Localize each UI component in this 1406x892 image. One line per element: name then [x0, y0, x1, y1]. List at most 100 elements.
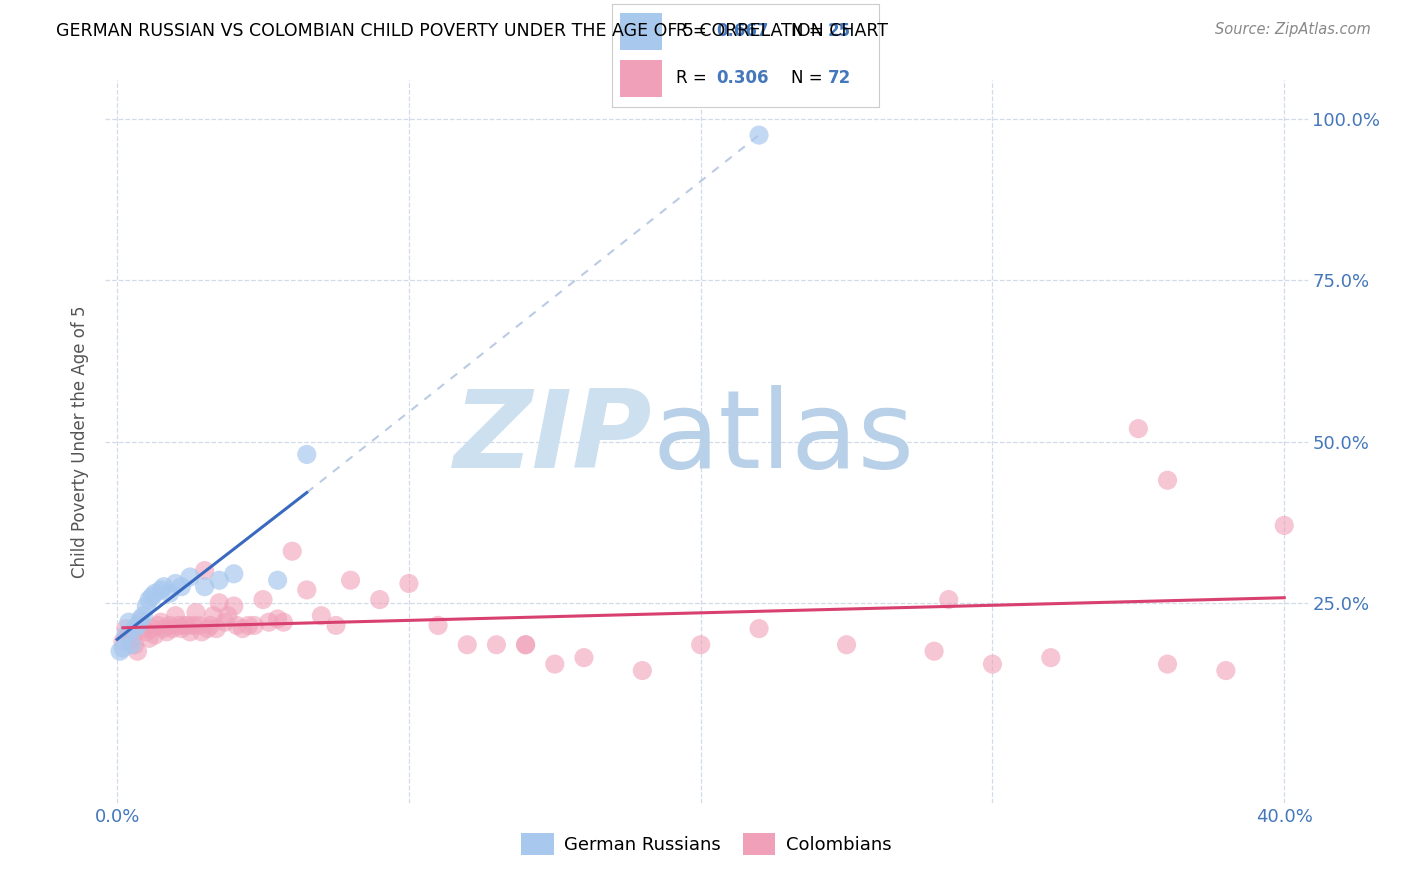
- Text: ZIP: ZIP: [454, 385, 652, 491]
- Point: [179, 570, 201, 584]
- Point: [170, 622, 193, 636]
- Point: [1039, 650, 1062, 665]
- Point: [153, 580, 176, 594]
- Point: [115, 622, 138, 636]
- Point: [938, 592, 960, 607]
- Point: [111, 640, 134, 655]
- Point: [118, 615, 141, 630]
- Text: 25: 25: [828, 22, 851, 40]
- Text: Source: ZipAtlas.com: Source: ZipAtlas.com: [1215, 22, 1371, 37]
- Point: [156, 624, 179, 639]
- Point: [243, 618, 266, 632]
- Text: atlas: atlas: [652, 385, 914, 491]
- Point: [368, 592, 391, 607]
- Point: [1128, 422, 1150, 436]
- Point: [132, 622, 155, 636]
- Point: [232, 622, 254, 636]
- Point: [143, 628, 166, 642]
- Text: R =: R =: [676, 22, 711, 40]
- Point: [187, 618, 209, 632]
- FancyBboxPatch shape: [620, 60, 662, 96]
- Point: [176, 618, 198, 632]
- Point: [181, 618, 204, 632]
- Point: [214, 615, 236, 630]
- Point: [118, 628, 141, 642]
- Point: [325, 618, 347, 632]
- Point: [1156, 473, 1178, 487]
- Text: 72: 72: [828, 70, 851, 87]
- Point: [129, 615, 152, 630]
- Point: [202, 608, 225, 623]
- Point: [132, 608, 155, 623]
- Point: [146, 618, 169, 632]
- Point: [149, 582, 172, 597]
- Point: [129, 612, 152, 626]
- Point: [238, 618, 260, 632]
- Point: [159, 618, 181, 632]
- Point: [205, 622, 228, 636]
- Point: [124, 638, 146, 652]
- Point: [257, 615, 280, 630]
- Point: [115, 628, 138, 642]
- Point: [281, 544, 304, 558]
- Point: [194, 564, 217, 578]
- Point: [1272, 518, 1295, 533]
- Point: [1215, 664, 1237, 678]
- Point: [190, 624, 212, 639]
- Point: [222, 599, 245, 613]
- Point: [835, 638, 858, 652]
- Point: [165, 608, 187, 623]
- Point: [572, 650, 595, 665]
- Point: [124, 622, 146, 636]
- Point: [162, 622, 184, 636]
- Point: [515, 638, 537, 652]
- Point: [143, 586, 166, 600]
- Point: [138, 632, 160, 646]
- Point: [339, 573, 361, 587]
- Point: [153, 622, 176, 636]
- Point: [121, 632, 143, 646]
- Point: [141, 590, 163, 604]
- Point: [200, 618, 222, 632]
- Text: N =: N =: [790, 22, 828, 40]
- Point: [1156, 657, 1178, 672]
- Point: [266, 612, 288, 626]
- Point: [135, 624, 157, 639]
- Point: [295, 582, 318, 597]
- Point: [689, 638, 711, 652]
- Point: [217, 608, 239, 623]
- Point: [167, 618, 190, 632]
- Point: [398, 576, 420, 591]
- Point: [208, 596, 231, 610]
- Text: R =: R =: [676, 70, 711, 87]
- Point: [273, 615, 295, 630]
- Point: [138, 592, 160, 607]
- Point: [127, 618, 149, 632]
- Point: [266, 573, 288, 587]
- Point: [184, 606, 207, 620]
- Point: [149, 615, 172, 630]
- Point: [208, 573, 231, 587]
- Text: N =: N =: [790, 70, 828, 87]
- Point: [127, 644, 149, 658]
- Point: [544, 657, 567, 672]
- Point: [141, 622, 163, 636]
- Point: [159, 586, 181, 600]
- Point: [179, 624, 201, 639]
- Y-axis label: Child Poverty Under the Age of 5: Child Poverty Under the Age of 5: [72, 305, 90, 578]
- Point: [170, 580, 193, 594]
- Point: [111, 634, 134, 648]
- Point: [121, 638, 143, 652]
- FancyBboxPatch shape: [620, 12, 662, 50]
- Point: [427, 618, 450, 632]
- Text: 0.306: 0.306: [716, 70, 768, 87]
- Point: [197, 622, 219, 636]
- Point: [194, 580, 217, 594]
- Text: 0.667: 0.667: [716, 22, 768, 40]
- Point: [485, 638, 508, 652]
- Point: [922, 644, 945, 658]
- Point: [173, 618, 195, 632]
- Text: GERMAN RUSSIAN VS COLOMBIAN CHILD POVERTY UNDER THE AGE OF 5 CORRELATION CHART: GERMAN RUSSIAN VS COLOMBIAN CHILD POVERT…: [56, 22, 889, 40]
- Point: [165, 576, 187, 591]
- Point: [981, 657, 1004, 672]
